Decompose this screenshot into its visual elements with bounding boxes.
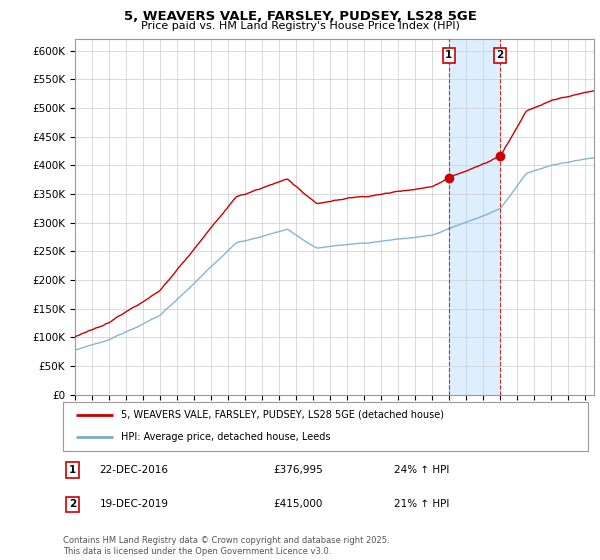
Text: 1: 1 bbox=[445, 50, 452, 60]
Text: 22-DEC-2016: 22-DEC-2016 bbox=[100, 465, 169, 475]
Text: 5, WEAVERS VALE, FARSLEY, PUDSEY, LS28 5GE (detached house): 5, WEAVERS VALE, FARSLEY, PUDSEY, LS28 5… bbox=[121, 410, 444, 420]
Bar bbox=[449, 39, 500, 395]
Text: 21% ↑ HPI: 21% ↑ HPI bbox=[394, 500, 449, 510]
FancyBboxPatch shape bbox=[63, 402, 588, 451]
Text: 24% ↑ HPI: 24% ↑ HPI bbox=[394, 465, 449, 475]
Text: 2: 2 bbox=[496, 50, 503, 60]
Text: 19-DEC-2019: 19-DEC-2019 bbox=[100, 500, 169, 510]
Text: £376,995: £376,995 bbox=[273, 465, 323, 475]
Text: 2: 2 bbox=[69, 500, 76, 510]
Text: HPI: Average price, detached house, Leeds: HPI: Average price, detached house, Leed… bbox=[121, 432, 330, 442]
Text: Contains HM Land Registry data © Crown copyright and database right 2025.
This d: Contains HM Land Registry data © Crown c… bbox=[63, 536, 389, 556]
Text: Price paid vs. HM Land Registry's House Price Index (HPI): Price paid vs. HM Land Registry's House … bbox=[140, 21, 460, 31]
Text: £415,000: £415,000 bbox=[273, 500, 322, 510]
Text: 1: 1 bbox=[69, 465, 76, 475]
Text: 5, WEAVERS VALE, FARSLEY, PUDSEY, LS28 5GE: 5, WEAVERS VALE, FARSLEY, PUDSEY, LS28 5… bbox=[124, 10, 476, 22]
